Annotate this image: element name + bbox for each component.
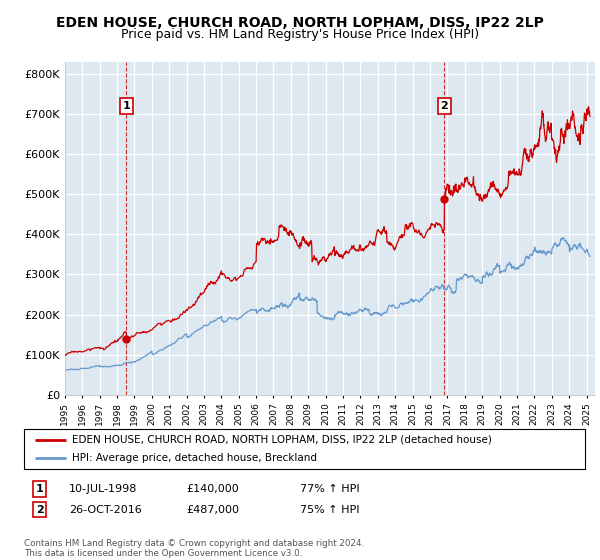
- Text: 75% ↑ HPI: 75% ↑ HPI: [300, 505, 359, 515]
- Text: Price paid vs. HM Land Registry's House Price Index (HPI): Price paid vs. HM Land Registry's House …: [121, 28, 479, 41]
- Text: HPI: Average price, detached house, Breckland: HPI: Average price, detached house, Brec…: [71, 454, 317, 463]
- Text: 1: 1: [36, 484, 43, 494]
- Text: 26-OCT-2016: 26-OCT-2016: [69, 505, 142, 515]
- Text: Contains HM Land Registry data © Crown copyright and database right 2024.
This d: Contains HM Land Registry data © Crown c…: [24, 539, 364, 558]
- Text: £487,000: £487,000: [186, 505, 239, 515]
- Text: EDEN HOUSE, CHURCH ROAD, NORTH LOPHAM, DISS, IP22 2LP (detached house): EDEN HOUSE, CHURCH ROAD, NORTH LOPHAM, D…: [71, 435, 491, 445]
- Text: 1: 1: [122, 101, 130, 111]
- Text: 2: 2: [36, 505, 43, 515]
- Text: 77% ↑ HPI: 77% ↑ HPI: [300, 484, 359, 494]
- Text: 10-JUL-1998: 10-JUL-1998: [69, 484, 137, 494]
- Text: £140,000: £140,000: [186, 484, 239, 494]
- Text: EDEN HOUSE, CHURCH ROAD, NORTH LOPHAM, DISS, IP22 2LP: EDEN HOUSE, CHURCH ROAD, NORTH LOPHAM, D…: [56, 16, 544, 30]
- Text: 2: 2: [440, 101, 448, 111]
